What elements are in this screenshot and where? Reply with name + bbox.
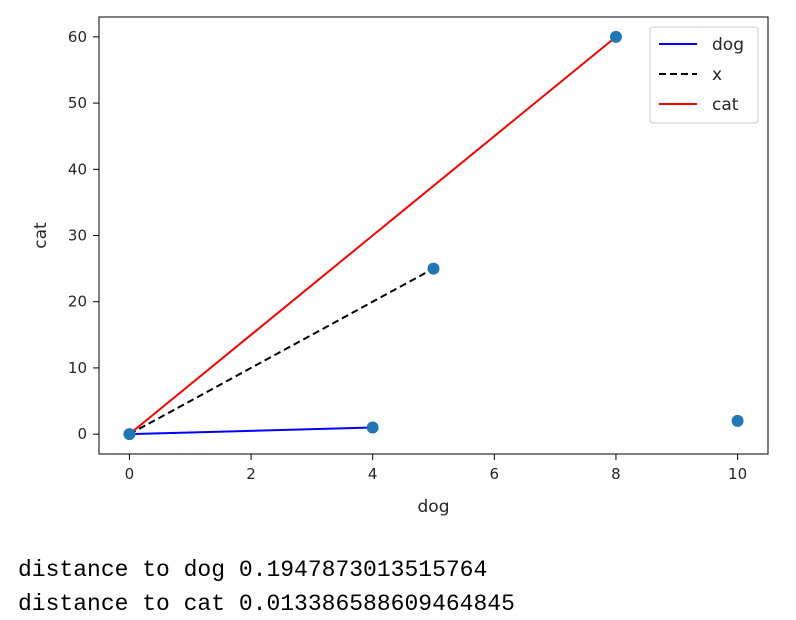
output-line-cat-distance: distance to cat 0.013386588609464845 xyxy=(18,591,515,617)
series-line-x xyxy=(128,267,434,436)
ticks-layer: 0 2 4 6 8 10 0 10 20 30 40 50 60 xyxy=(68,28,747,483)
legend-label-dog: dog xyxy=(712,35,744,55)
x-tick-label: 4 xyxy=(368,465,378,483)
scatter-point xyxy=(123,428,136,441)
points-layer xyxy=(123,30,744,441)
scatter-point xyxy=(609,30,622,43)
output-line-dog-distance: distance to dog 0.1947873013515764 xyxy=(18,557,488,583)
legend-box xyxy=(649,26,759,124)
y-axis-label: cat xyxy=(31,222,51,249)
y-tick-label: 0 xyxy=(77,425,87,443)
y-tick-label: 30 xyxy=(68,227,87,245)
series-line-cat xyxy=(128,36,617,435)
y-tick-label: 40 xyxy=(68,160,87,178)
x-tick-label: 6 xyxy=(490,465,500,483)
y-tick-label: 20 xyxy=(68,293,87,311)
x-tick-label: 2 xyxy=(246,465,256,483)
scatter-point xyxy=(427,262,440,275)
x-tick-label: 8 xyxy=(611,465,621,483)
legend: dog x cat xyxy=(649,26,759,124)
x-axis-label: dog xyxy=(418,497,450,517)
x-tick-label: 0 xyxy=(125,465,135,483)
y-tick-label: 60 xyxy=(68,28,87,46)
legend-label-cat: cat xyxy=(712,95,739,115)
scatter-point xyxy=(731,414,744,427)
scatter-point xyxy=(366,421,379,434)
chart: 0 2 4 6 8 10 0 10 20 30 40 50 60 dog cat dog x cat xyxy=(31,16,769,517)
series-layer xyxy=(128,36,617,436)
x-tick-label: 10 xyxy=(728,465,747,483)
y-tick-label: 10 xyxy=(68,359,87,377)
legend-label-x: x xyxy=(712,65,722,85)
plot-frame xyxy=(98,16,769,455)
series-line-dog xyxy=(129,426,373,436)
y-tick-label: 50 xyxy=(68,94,87,112)
